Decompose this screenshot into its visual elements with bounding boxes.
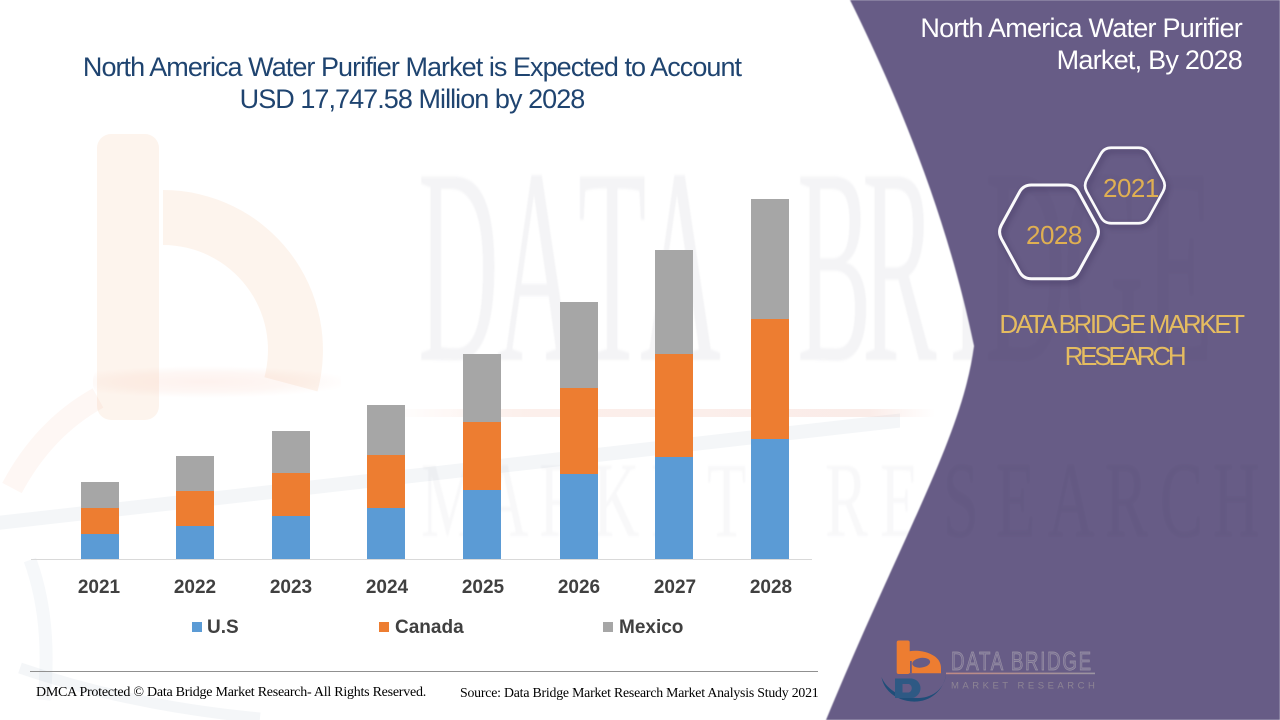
svg-text:MARKET RESEARCH: MARKET RESEARCH <box>951 681 1098 692</box>
svg-text:DATA BRIDGE: DATA BRIDGE <box>951 646 1093 676</box>
